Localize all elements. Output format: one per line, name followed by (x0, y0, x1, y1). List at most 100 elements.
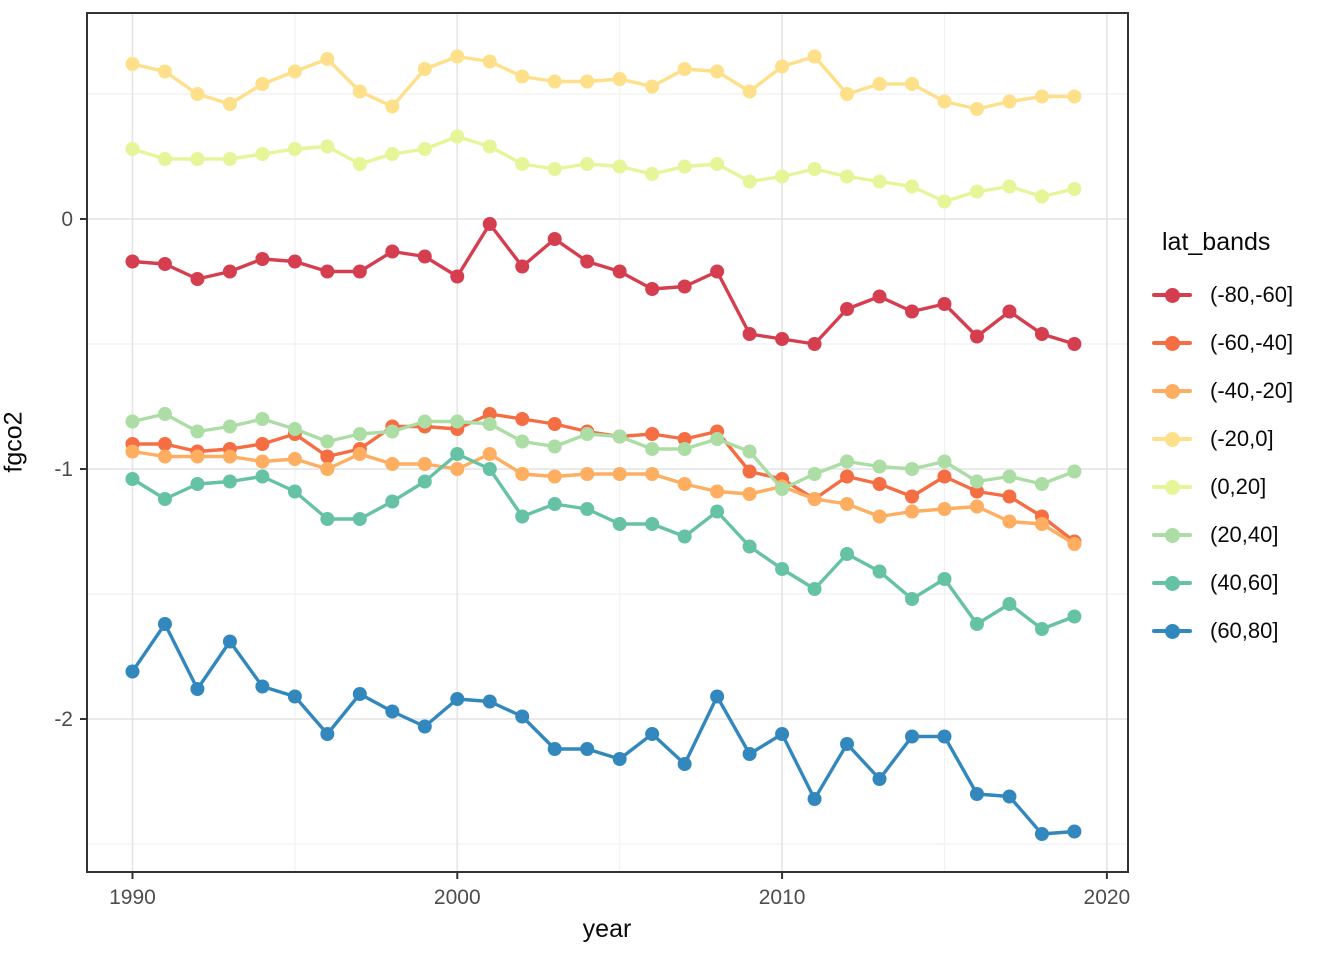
legend-item-label: (40,60] (1210, 570, 1279, 595)
data-point (125, 472, 140, 486)
data-point (872, 564, 887, 579)
data-point (840, 469, 855, 484)
data-point (482, 462, 497, 476)
data-point (937, 502, 952, 516)
data-point (1034, 477, 1049, 491)
data-point (157, 257, 172, 271)
data-point (775, 59, 790, 74)
data-point (482, 139, 497, 154)
data-point (612, 264, 627, 279)
data-point (385, 494, 400, 509)
data-point (482, 217, 497, 231)
y-axis-title: fgco2 (0, 411, 28, 473)
legend-item-label: (-20,0] (1210, 426, 1274, 451)
data-point (645, 167, 660, 181)
data-point (125, 414, 140, 429)
data-point (515, 434, 530, 449)
data-point (612, 752, 627, 766)
data-point (937, 94, 952, 109)
data-point (1067, 182, 1082, 196)
data-point (287, 484, 302, 499)
data-point (742, 174, 757, 189)
data-point (157, 492, 172, 506)
data-point (969, 474, 984, 489)
data-point (515, 709, 530, 724)
data-point (969, 617, 984, 631)
data-point (352, 84, 367, 99)
data-point (872, 772, 887, 786)
data-point (515, 157, 530, 171)
data-point (515, 69, 530, 84)
data-point (320, 139, 335, 154)
data-point (255, 454, 270, 469)
data-point (807, 792, 822, 806)
data-point (872, 289, 887, 304)
data-point (1034, 89, 1049, 104)
data-point (255, 147, 270, 161)
data-point (775, 562, 790, 576)
legend-item: (-20,0] (1150, 415, 1293, 463)
data-point (222, 474, 237, 489)
data-point (775, 169, 790, 184)
data-point (125, 57, 140, 71)
data-point (677, 432, 692, 446)
legend-item: (-80,-60] (1150, 271, 1293, 319)
data-point (1002, 489, 1017, 504)
data-point (969, 499, 984, 514)
x-axis-title: year (582, 915, 632, 943)
legend-item-label: (0,20] (1210, 474, 1267, 499)
data-point (385, 147, 400, 161)
data-point (385, 704, 400, 719)
data-point (1002, 514, 1017, 529)
data-point (125, 664, 140, 679)
data-point (352, 512, 367, 526)
data-point (969, 484, 984, 499)
data-point (969, 102, 984, 116)
legend-key-icon (1150, 280, 1194, 310)
data-point (450, 447, 465, 461)
data-point (190, 152, 205, 166)
data-point (320, 512, 335, 526)
data-point (385, 424, 400, 439)
data-point (742, 444, 757, 459)
data-point (677, 159, 692, 174)
data-point (482, 694, 497, 709)
data-point (320, 52, 335, 66)
x-tick-label: 2010 (759, 886, 806, 909)
data-point (255, 437, 270, 451)
data-point (969, 184, 984, 199)
data-point (125, 444, 140, 459)
data-point (677, 529, 692, 544)
data-point (222, 449, 237, 464)
data-point (872, 174, 887, 189)
data-point (612, 517, 627, 531)
data-point (450, 414, 465, 429)
data-point (515, 467, 530, 481)
data-point (1067, 89, 1082, 104)
y-tick-label: 0 (61, 208, 73, 231)
data-point (1034, 189, 1049, 204)
data-point (612, 159, 627, 174)
data-point (710, 689, 725, 704)
data-point (320, 462, 335, 476)
data-point (807, 49, 822, 64)
x-tick-label: 1990 (109, 886, 156, 909)
data-point (287, 452, 302, 466)
data-point (417, 474, 432, 489)
data-point (417, 249, 432, 264)
data-point (905, 462, 920, 476)
data-point (222, 152, 237, 166)
data-point (580, 74, 595, 89)
data-point (645, 427, 660, 441)
data-point (255, 412, 270, 426)
data-point (157, 407, 172, 421)
data-point (352, 157, 367, 171)
data-point (710, 264, 725, 279)
data-point (645, 79, 660, 94)
data-point (677, 279, 692, 294)
data-point (612, 72, 627, 86)
data-point (742, 747, 757, 761)
data-point (190, 272, 205, 286)
data-point (937, 469, 952, 484)
